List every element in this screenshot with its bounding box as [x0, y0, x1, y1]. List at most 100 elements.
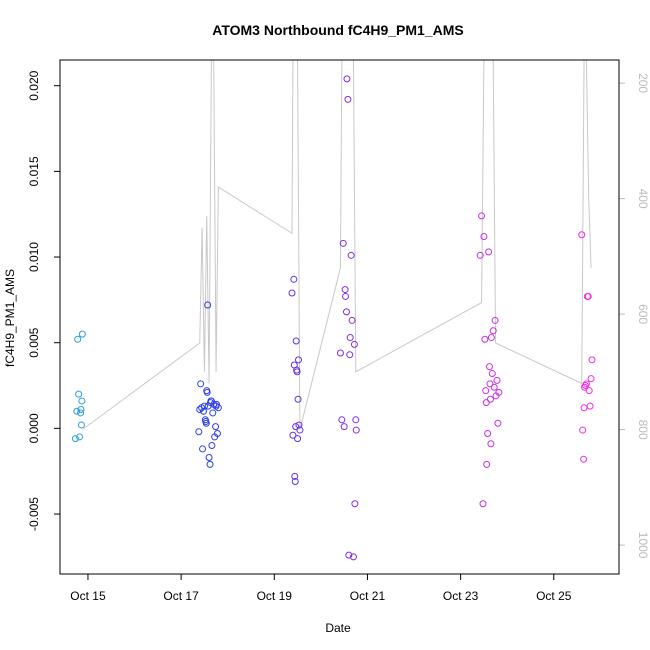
x-tick-label: Oct 23	[443, 589, 479, 603]
data-point	[336, 349, 344, 357]
data-point	[291, 477, 299, 485]
data-point	[338, 416, 346, 424]
data-point	[485, 248, 493, 256]
data-point	[490, 383, 498, 391]
data-point	[476, 251, 484, 259]
data-point	[348, 316, 356, 324]
data-point	[340, 423, 348, 431]
y2-tick-label: 800	[636, 420, 650, 440]
data-point	[203, 388, 211, 396]
y2-tick-label: 200	[636, 73, 650, 93]
data-point	[480, 232, 488, 240]
data-point	[585, 387, 593, 395]
data-point	[351, 500, 359, 508]
data-point	[73, 407, 81, 415]
data-point	[291, 472, 299, 480]
data-point	[197, 380, 205, 388]
data-point	[294, 435, 302, 443]
data-point	[352, 416, 360, 424]
data-point	[486, 395, 494, 403]
data-point	[580, 404, 588, 412]
data-point	[580, 455, 588, 463]
data-point	[212, 423, 220, 431]
data-point	[292, 423, 300, 431]
data-point	[74, 335, 82, 343]
data-point	[202, 419, 210, 427]
data-point	[76, 409, 84, 417]
data-point	[487, 440, 495, 448]
y2-tick-label: 400	[636, 189, 650, 209]
data-point	[77, 406, 85, 414]
data-point	[213, 430, 221, 438]
axes-layer: Oct 15 Oct 17 Oct 19 Oct 21 Oct 23 Oct 25 -0.0…	[27, 70, 650, 603]
data-point	[350, 340, 358, 348]
y-axis-label: fC4H9_PM1_AMS	[3, 269, 17, 367]
data-point	[295, 421, 303, 429]
data-point	[342, 308, 350, 316]
data-point	[349, 553, 357, 561]
x-tick-label: Oct 25	[536, 589, 572, 603]
plot-frame	[59, 59, 620, 575]
data-point	[75, 390, 83, 398]
data-point	[341, 286, 349, 294]
data-point	[296, 426, 304, 434]
data-point	[578, 231, 586, 239]
data-point	[482, 399, 490, 407]
data-point	[347, 251, 355, 259]
data-point	[200, 402, 208, 410]
data-point	[208, 442, 216, 449]
data-point	[579, 426, 587, 434]
data-point	[479, 500, 487, 508]
data-point	[288, 289, 296, 297]
x-tick-label: Oct 15	[70, 589, 106, 603]
y-tick-label: 0.010	[27, 242, 41, 272]
data-point	[199, 407, 207, 415]
data-point	[478, 212, 486, 220]
data-point	[295, 356, 303, 364]
data-point	[342, 292, 350, 300]
data-point	[487, 334, 495, 342]
data-point	[196, 406, 204, 414]
data-point	[78, 397, 86, 405]
data-point	[292, 337, 300, 345]
data-point	[587, 375, 595, 383]
chart-title: ATOM3 Northbound fC4H9_PM1_AMS	[212, 22, 464, 38]
data-point	[486, 380, 494, 388]
data-point	[294, 395, 302, 403]
x-tick-label: Oct 21	[350, 589, 386, 603]
data-point	[588, 356, 596, 364]
x-tick-label: Oct 17	[163, 589, 199, 603]
data-point	[195, 428, 203, 436]
data-point	[495, 388, 503, 396]
data-point	[346, 334, 354, 342]
data-point	[293, 368, 301, 376]
data-point	[78, 330, 86, 338]
y-tick-label: 0.000	[27, 413, 41, 443]
data-point	[345, 551, 353, 559]
data-point	[344, 95, 352, 103]
data-point	[76, 433, 84, 441]
data-point	[213, 400, 221, 408]
y-tick-label: 0.015	[27, 156, 41, 186]
data-point	[343, 75, 351, 83]
data-point	[586, 402, 594, 410]
data-point	[339, 239, 347, 247]
trace-line	[82, 60, 592, 431]
data-point	[489, 327, 497, 335]
data-point	[494, 419, 502, 427]
y2-tick-label: 600	[636, 304, 650, 324]
data-point	[483, 460, 491, 468]
y-tick-label: 0.020	[27, 70, 41, 100]
data-point	[199, 445, 207, 453]
data-point	[352, 426, 360, 434]
data-point	[289, 431, 297, 439]
data-point	[290, 275, 298, 283]
y-tick-label: 0.005	[27, 327, 41, 357]
x-axis-label: Date	[325, 621, 351, 635]
x-tick-label: Oct 19	[257, 589, 293, 603]
data-point	[206, 460, 214, 468]
data-point	[346, 351, 354, 359]
data-point	[482, 387, 490, 395]
data-point	[209, 409, 217, 417]
